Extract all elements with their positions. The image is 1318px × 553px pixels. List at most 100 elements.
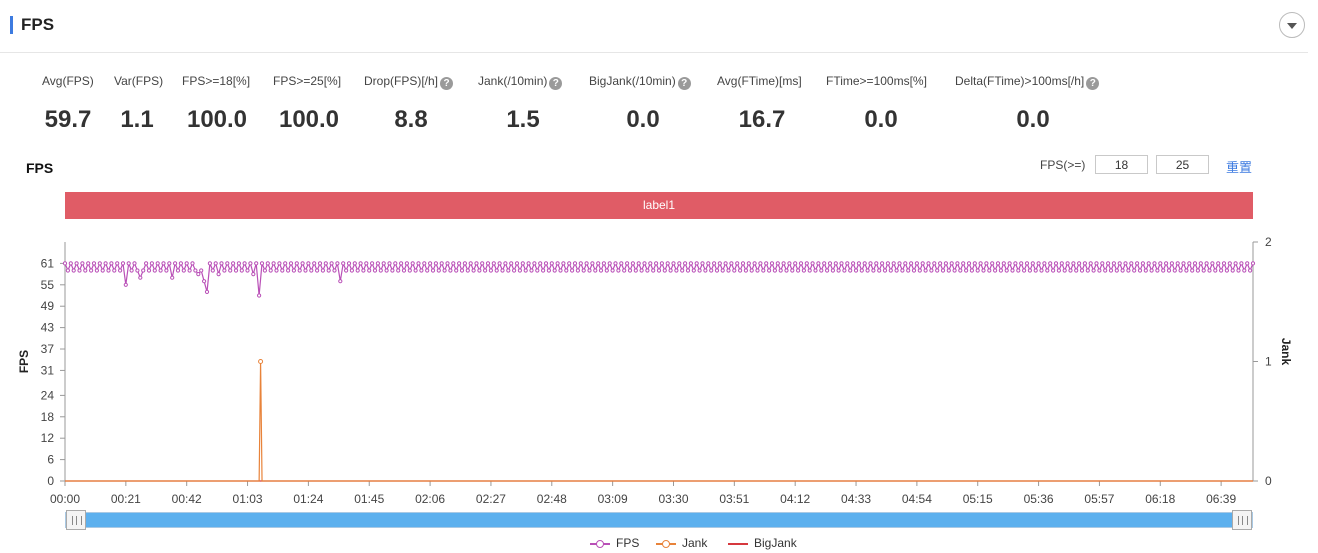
fps-point [1126,268,1131,273]
fps-point [926,261,931,266]
fps-point [497,261,502,266]
fps-point [1077,261,1082,266]
fps-point [109,261,114,266]
fps-point [1250,261,1256,266]
fps-point [1164,261,1169,266]
fps-point [251,272,256,277]
fps-point [1091,268,1096,273]
fps-point [923,268,928,273]
fps-point [880,261,885,266]
fps-point [332,268,337,273]
fps-point [1123,261,1128,266]
fps-point [89,268,94,273]
fps-point [126,261,131,266]
y-left-tick-label: 55 [41,278,55,292]
fps-threshold-high-input[interactable] [1156,155,1209,174]
fps-point [587,268,592,273]
y-left-tick-label: 31 [41,363,55,377]
x-tick-label: 01:03 [233,492,263,506]
metric-label-text: FPS>=18[%] [182,74,251,88]
fps-point [274,268,279,273]
metric-label: Avg(FPS) [42,74,94,88]
fps-point [216,272,221,277]
fps-point [598,268,604,273]
fps-point [1088,261,1093,266]
jank-point [258,359,264,364]
y-left-tick-label: 37 [41,342,55,356]
legend-label: BigJank [754,536,797,550]
fps-point [222,268,227,273]
fps-point [978,261,983,266]
fps-point [935,268,940,273]
fps-point [697,268,702,273]
fps-point [874,261,879,266]
fps-point [958,268,963,273]
label-band[interactable]: label1 [65,192,1253,219]
fps-point [793,261,798,266]
fps-point [723,261,728,266]
fps-point [491,261,496,266]
fps-point [616,268,621,273]
time-range-slider[interactable] [65,512,1253,528]
accent-bar [10,16,13,34]
fps-point [877,268,882,273]
slider-handle-right[interactable] [1232,510,1252,530]
fps-point [1187,261,1192,266]
fps-point [677,261,682,266]
help-icon[interactable]: ? [440,77,454,90]
fps-point [199,268,204,273]
fps-point [68,261,73,266]
fps-point [865,268,870,273]
slider-handle-left[interactable] [66,510,86,530]
fps-point [1129,261,1134,266]
collapse-toggle-button[interactable] [1279,12,1305,38]
fps-point [280,268,285,273]
fps-point [1166,268,1172,273]
fps-point [1079,268,1085,273]
fps-point [1019,261,1024,266]
fps-point [448,268,453,273]
fps-point [190,261,195,266]
fps-point [949,261,954,266]
fps-point [471,268,476,273]
x-tick-label: 02:27 [476,492,506,506]
fps-point [636,261,641,266]
fps-point [1004,268,1009,273]
help-icon[interactable]: ? [549,77,563,90]
fps-point [1132,268,1137,273]
fps-point [1158,261,1163,266]
fps-point [1001,261,1006,266]
fps-point [541,268,546,273]
reset-link[interactable]: 重置 [1226,160,1253,175]
fps-point [138,275,143,280]
x-tick-label: 02:48 [537,492,567,506]
fps-point [538,261,543,266]
legend-item-fps[interactable]: FPS [590,536,639,550]
legend-item-bigjank[interactable]: BigJank [728,536,797,550]
fps-point [691,268,696,273]
fps-point [439,261,444,266]
fps-threshold-label: FPS(>=) [1040,158,1086,172]
fps-series-line [64,261,1254,296]
fps-point [772,268,778,273]
fps-threshold-low-input[interactable] [1095,155,1148,174]
fps-point [1146,261,1151,266]
fps-point [816,261,821,266]
fps-point [810,261,815,266]
legend-item-jank[interactable]: Jank [656,536,707,550]
fps-point [827,261,833,266]
fps-point [196,272,201,277]
fps-point [1172,268,1177,273]
help-icon[interactable]: ? [677,77,691,90]
x-tick-label: 05:15 [963,492,993,506]
fps-point [1097,268,1102,273]
fps-point [1094,261,1099,266]
fps-point [213,261,218,266]
fps-point [1152,261,1157,266]
fps-point [146,268,152,273]
fps-point [297,268,302,273]
fps-point [1007,261,1012,266]
fps-point [228,268,233,273]
help-icon[interactable]: ? [1086,77,1100,90]
fps-point [103,261,108,266]
